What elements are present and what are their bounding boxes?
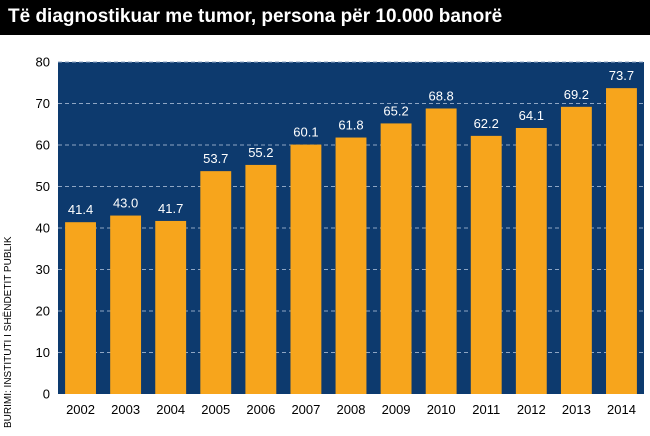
bar-2010	[425, 108, 457, 394]
bar-2003	[110, 215, 142, 394]
x-tick-label: 2004	[156, 402, 185, 417]
y-tick-label: 20	[36, 304, 50, 319]
data-label: 65.2	[383, 103, 408, 118]
data-label: 60.1	[293, 125, 318, 140]
y-tick-label: 40	[36, 221, 50, 236]
x-tick-label: 2006	[246, 402, 275, 417]
data-label: 73.7	[609, 68, 634, 83]
bar-2014	[606, 88, 637, 395]
bar-2005	[200, 171, 232, 394]
bar-2012	[515, 127, 547, 395]
y-tick-label: 0	[43, 387, 50, 402]
x-tick-label: 2003	[111, 402, 140, 417]
bar-2002	[65, 222, 96, 394]
data-label: 53.7	[203, 151, 228, 166]
bar-2004	[155, 220, 187, 394]
y-tick-label: 70	[36, 96, 50, 111]
bar-2013	[560, 106, 592, 394]
x-tick-label: 2013	[562, 402, 591, 417]
x-tick-label: 2011	[472, 402, 500, 417]
data-label: 62.2	[474, 116, 499, 131]
x-tick-label: 2002	[66, 402, 95, 417]
x-axis: 2002 2003 2004 2005 2006 2007 2008 2009 2010 2011…	[66, 402, 636, 417]
bar-2007	[290, 144, 322, 394]
x-tick-label: 2010	[427, 402, 456, 417]
y-tick-label: 80	[36, 55, 50, 70]
data-label: 69.2	[564, 87, 589, 102]
x-tick-label: 2007	[291, 402, 320, 417]
x-tick-label: 2008	[337, 402, 366, 417]
y-tick-label: 60	[36, 138, 50, 153]
title-bar: Të diagnostikuar me tumor, persona për 1…	[0, 0, 650, 35]
bar-2009	[380, 123, 412, 395]
x-tick-label: 2014	[607, 402, 636, 417]
bar-2006	[245, 164, 277, 394]
data-label: 64.1	[519, 108, 544, 123]
x-tick-label: 2009	[382, 402, 411, 417]
data-label: 55.2	[248, 145, 273, 160]
y-tick-label: 50	[36, 179, 50, 194]
y-tick-label: 30	[36, 262, 50, 277]
x-tick-label: 2012	[517, 402, 546, 417]
bars	[65, 88, 637, 395]
data-label: 68.8	[428, 88, 453, 103]
data-label: 41.4	[68, 202, 93, 217]
data-label: 43.0	[113, 196, 138, 211]
chart-title: Të diagnostikuar me tumor, persona për 1…	[8, 6, 503, 27]
data-label: 41.7	[158, 201, 183, 216]
y-axis: 0 10 20 30 40 50 60 70 80	[36, 55, 50, 402]
data-labels: 41.4 43.0 41.7 53.7 55.2 60.1 61.8 65.2 68.8 62.2…	[68, 68, 634, 217]
bar-2008	[335, 137, 367, 394]
x-tick-label: 2005	[201, 402, 230, 417]
bar-2011	[470, 135, 502, 394]
data-label: 61.8	[338, 118, 363, 133]
y-tick-label: 10	[36, 345, 50, 360]
